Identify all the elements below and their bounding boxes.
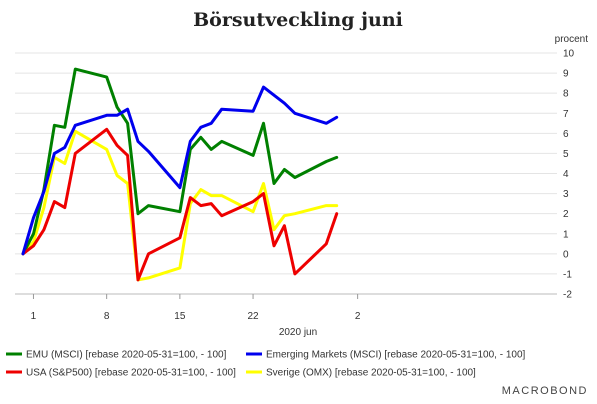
chart-title: Börsutveckling juni bbox=[193, 9, 403, 31]
y-tick-label: 3 bbox=[563, 189, 569, 200]
y-tick-label: 5 bbox=[563, 149, 569, 160]
brand-logo: MACROBOND bbox=[502, 385, 588, 397]
y-tick-label: 9 bbox=[563, 69, 569, 80]
x-tick-label: 1 bbox=[31, 311, 37, 322]
y-tick-label: -1 bbox=[563, 269, 572, 280]
series-lines bbox=[21, 67, 339, 282]
y-tick-label: 8 bbox=[563, 89, 569, 100]
y-tick-label: 10 bbox=[563, 49, 575, 60]
legend-label: Sverige (OMX) [rebase 2020-05-31=100, - … bbox=[266, 368, 476, 379]
y-tick-label: 4 bbox=[563, 169, 569, 180]
x-axis-label: 2020 jun bbox=[279, 327, 317, 338]
y-tick-label: 7 bbox=[563, 109, 569, 120]
x-tick-label: 22 bbox=[247, 311, 259, 322]
y-tick-label: 6 bbox=[563, 129, 569, 140]
legend-label: EMU (MSCI) [rebase 2020-05-31=100, - 100… bbox=[26, 350, 227, 361]
x-tick-label: 8 bbox=[104, 311, 110, 322]
y-tick-label: 1 bbox=[563, 229, 569, 240]
x-tick-label: 15 bbox=[174, 311, 186, 322]
y-tick-label: -2 bbox=[563, 290, 572, 301]
series-line-usa bbox=[21, 127, 339, 282]
legend: EMU (MSCI) [rebase 2020-05-31=100, - 100… bbox=[6, 350, 526, 379]
x-axis: 1 8 15 22 2 bbox=[15, 293, 557, 322]
y-axis-unit: procent bbox=[555, 34, 589, 45]
series-line-sverige bbox=[21, 129, 339, 282]
y-tick-label: 2 bbox=[563, 209, 569, 220]
y-tick-label: 0 bbox=[563, 249, 569, 260]
legend-label: USA (S&P500) [rebase 2020-05-31=100, - 1… bbox=[26, 368, 236, 379]
y-axis: -2 -1 0 1 2 3 4 5 6 7 8 9 10 bbox=[563, 49, 575, 301]
series-line-emu bbox=[21, 67, 339, 256]
legend-label: Emerging Markets (MSCI) [rebase 2020-05-… bbox=[266, 350, 526, 361]
series-line-emerging-markets bbox=[21, 85, 339, 256]
x-tick-label: 2 bbox=[355, 311, 361, 322]
grid bbox=[15, 52, 557, 295]
